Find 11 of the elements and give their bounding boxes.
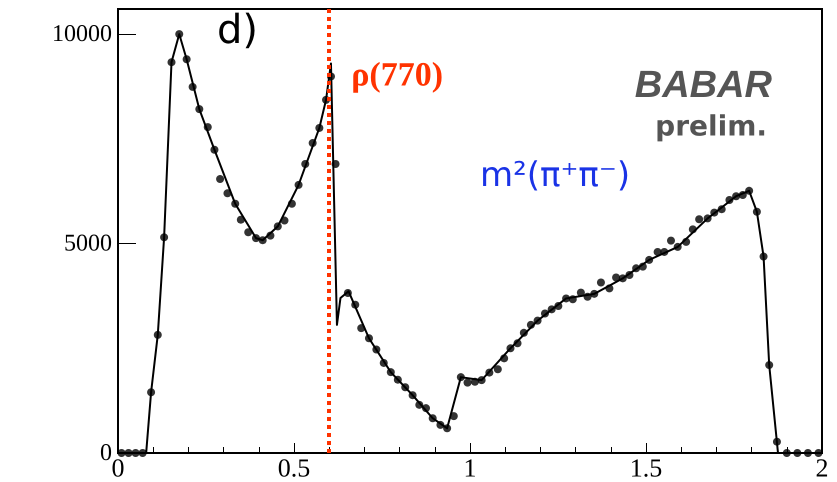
- x-tick-label: 0.5: [278, 454, 310, 482]
- y-tick-label: 10000: [52, 21, 112, 48]
- annotation: d): [217, 7, 258, 53]
- annotation: prelim.: [655, 110, 768, 142]
- annotation: m²(π⁺π⁻): [480, 155, 630, 195]
- ref-line-label: ρ(770): [351, 56, 444, 94]
- x-tick-label: 1: [464, 454, 476, 482]
- x-tick-label: 1.5: [630, 454, 662, 482]
- annotation: BABAR: [634, 64, 773, 106]
- x-tick-label: 2: [816, 454, 828, 482]
- y-tick-label: 5000: [64, 230, 112, 257]
